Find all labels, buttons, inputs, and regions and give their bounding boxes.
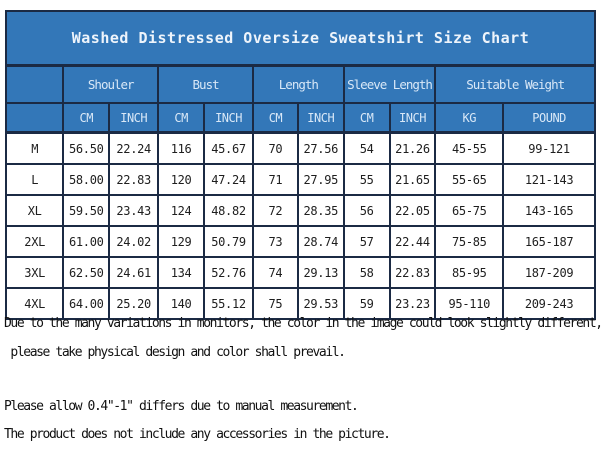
unit-header-cm: CM (157, 102, 206, 134)
measurement-cell: 124 (157, 194, 206, 227)
measurement-cell: 29.13 (296, 256, 345, 289)
measurement-cell: 65-75 (434, 194, 505, 227)
group-header-suitable-weight: Suitable Weight (434, 64, 596, 104)
measurement-cell: 209-243 (502, 287, 596, 320)
measurement-cell: 24.02 (108, 225, 160, 258)
note-line: The product does not include any accesso… (4, 427, 391, 442)
measurement-cell: 62.50 (62, 256, 111, 289)
unit-header-inch: INCH (203, 102, 255, 134)
measurement-cell: 129 (157, 225, 206, 258)
measurement-cell: 59.50 (62, 194, 111, 227)
measurement-cell: 74 (252, 256, 299, 289)
group-header-shoulder: Shouler (62, 64, 160, 104)
unit-header-inch: INCH (296, 102, 345, 134)
size-label: XL (4, 194, 65, 227)
measurement-cell: 23.23 (388, 287, 437, 320)
measurement-cell: 28.74 (296, 225, 345, 258)
measurement-cell: 47.24 (203, 163, 255, 196)
measurement-cell: 22.24 (108, 131, 160, 165)
measurement-cell: 73 (252, 225, 299, 258)
measurement-cell: 165-187 (502, 225, 596, 258)
size-label: L (4, 163, 65, 196)
size-row: XL 59.50 23.43 124 48.82 72 28.35 56 22.… (4, 194, 596, 227)
measurement-cell: 99-121 (502, 131, 596, 165)
measurement-cell: 27.56 (296, 131, 345, 165)
measurement-cell: 71 (252, 163, 299, 196)
chart-title: Washed Distressed Oversize Sweatshirt Si… (5, 10, 596, 67)
measurement-cell: 27.95 (296, 163, 345, 196)
note-line: Due to the many variations in monitors, … (4, 316, 601, 331)
group-header-row: Shouler Bust Length Sleeve Length Suitab… (4, 64, 596, 104)
measurement-cell: 55-65 (434, 163, 505, 196)
measurement-cell: 61.00 (62, 225, 111, 258)
measurement-cell: 50.79 (203, 225, 255, 258)
measurement-cell: 45.67 (203, 131, 255, 165)
size-label: 4XL (4, 287, 65, 320)
size-row: M 56.50 22.24 116 45.67 70 27.56 54 21.2… (4, 131, 596, 165)
unit-header-cm: CM (252, 102, 299, 134)
measurement-cell: 55 (342, 163, 391, 196)
measurement-cell: 58 (342, 256, 391, 289)
measurement-cell: 58.00 (62, 163, 111, 196)
measurement-cell: 187-209 (502, 256, 596, 289)
measurement-cell: 57 (342, 225, 391, 258)
measurement-cell: 48.82 (203, 194, 255, 227)
unit-header-pound: POUND (502, 102, 596, 134)
size-label: 2XL (4, 225, 65, 258)
measurement-cell: 95-110 (434, 287, 505, 320)
unit-header-inch: INCH (388, 102, 437, 134)
measurement-cell: 25.20 (108, 287, 160, 320)
measurement-cell: 54 (342, 131, 391, 165)
measurement-cell: 29.53 (296, 287, 345, 320)
group-header-bust: Bust (157, 64, 255, 104)
group-header-sleeve-length: Sleeve Length (342, 64, 437, 104)
note-line: please take physical design and color sh… (4, 345, 346, 360)
note-line: Please allow 0.4"-1" differs due to manu… (4, 399, 359, 414)
group-header-length: Length (252, 64, 345, 104)
size-label: 3XL (4, 256, 65, 289)
size-label: M (4, 131, 65, 165)
measurement-cell: 52.76 (203, 256, 255, 289)
measurement-cell: 22.44 (388, 225, 437, 258)
unit-header-inch: INCH (108, 102, 160, 134)
measurement-cell: 56 (342, 194, 391, 227)
measurement-cell: 21.65 (388, 163, 437, 196)
size-row: 4XL 64.00 25.20 140 55.12 75 29.53 59 23… (4, 287, 596, 320)
measurement-cell: 64.00 (62, 287, 111, 320)
size-chart-table: Washed Distressed Oversize Sweatshirt Si… (4, 10, 596, 320)
measurement-cell: 59 (342, 287, 391, 320)
corner-blank-cell (4, 64, 65, 104)
title-row: Washed Distressed Oversize Sweatshirt Si… (5, 10, 596, 67)
unit-header-kg: KG (434, 102, 505, 134)
unit-header-cm: CM (342, 102, 391, 134)
measurement-cell: 45-55 (434, 131, 505, 165)
size-row: L 58.00 22.83 120 47.24 71 27.95 55 21.6… (4, 163, 596, 196)
size-row: 3XL 62.50 24.61 134 52.76 74 29.13 58 22… (4, 256, 596, 289)
unit-header-row: CM INCH CM INCH CM INCH CM INCH KG POUND (4, 102, 596, 134)
measurement-cell: 70 (252, 131, 299, 165)
measurement-cell: 120 (157, 163, 206, 196)
measurement-cell: 23.43 (108, 194, 160, 227)
measurement-cell: 24.61 (108, 256, 160, 289)
measurement-cell: 72 (252, 194, 299, 227)
measurement-cell: 28.35 (296, 194, 345, 227)
measurement-cell: 143-165 (502, 194, 596, 227)
measurement-cell: 140 (157, 287, 206, 320)
measurement-cell: 22.83 (388, 256, 437, 289)
measurement-cell: 22.05 (388, 194, 437, 227)
unit-header-cm: CM (62, 102, 111, 134)
corner-blank-cell (4, 102, 65, 134)
measurement-cell: 85-95 (434, 256, 505, 289)
measurement-cell: 75 (252, 287, 299, 320)
measurement-cell: 121-143 (502, 163, 596, 196)
measurement-cell: 116 (157, 131, 206, 165)
measurement-cell: 56.50 (62, 131, 111, 165)
measurement-cell: 22.83 (108, 163, 160, 196)
measurement-cell: 75-85 (434, 225, 505, 258)
measurement-cell: 21.26 (388, 131, 437, 165)
measurement-cell: 55.12 (203, 287, 255, 320)
measurement-cell: 134 (157, 256, 206, 289)
size-row: 2XL 61.00 24.02 129 50.79 73 28.74 57 22… (4, 225, 596, 258)
